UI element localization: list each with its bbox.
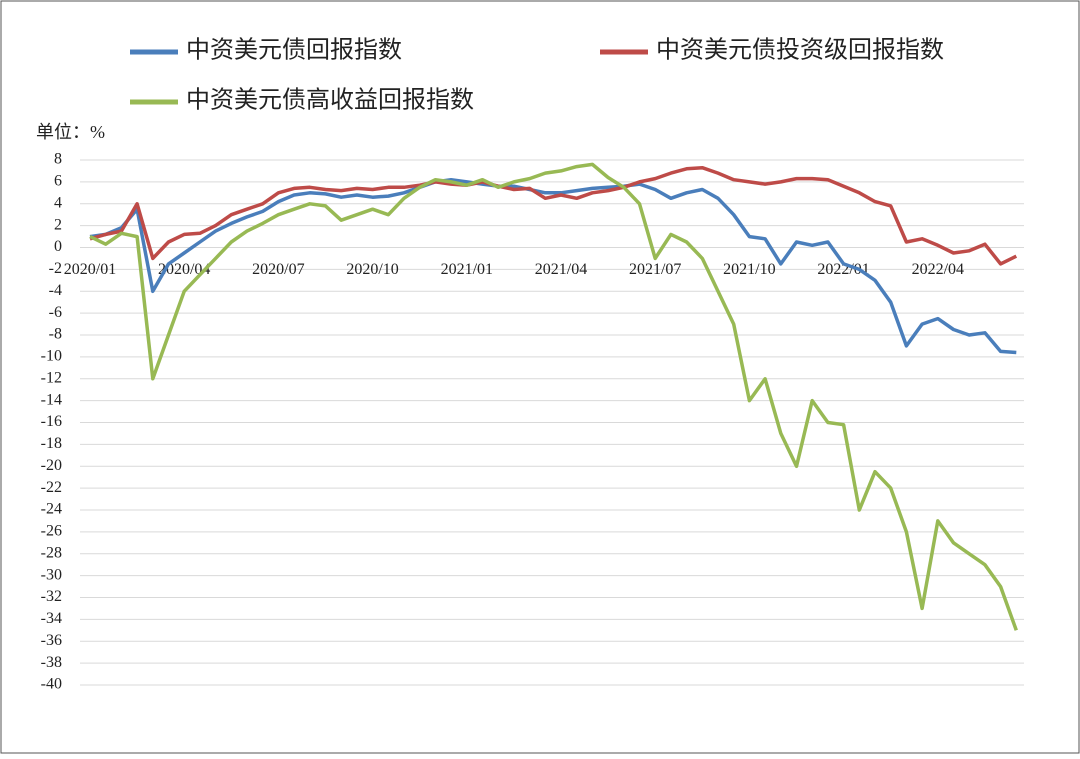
- y-tick-label: -12: [41, 369, 62, 386]
- y-tick-label: -20: [41, 457, 62, 474]
- y-tick-label: 6: [54, 173, 62, 190]
- y-tick-label: 4: [54, 194, 62, 211]
- x-tick-label: 2021/10: [723, 261, 775, 278]
- y-tick-label: -32: [41, 588, 62, 605]
- x-tick-label: 2020/04: [158, 261, 210, 278]
- x-tick-label: 2022/01: [817, 261, 869, 278]
- y-tick-label: -8: [49, 326, 62, 343]
- y-tick-label: -10: [41, 348, 62, 365]
- y-tick-label: -4: [49, 282, 62, 299]
- y-tick-label: -18: [41, 435, 62, 452]
- x-tick-label: 2021/07: [629, 261, 681, 278]
- line-series: [89, 165, 1018, 266]
- y-tick-label: -24: [41, 501, 62, 518]
- x-tick-label: 2020/07: [252, 261, 304, 278]
- x-tick-label: 2020/10: [346, 261, 398, 278]
- legend-label: 中资美元债回报指数: [186, 37, 402, 64]
- y-tick-label: 8: [54, 151, 62, 168]
- y-tick-label: -28: [41, 544, 62, 561]
- line-series: [89, 162, 1018, 631]
- legend-label: 中资美元债高收益回报指数: [186, 87, 474, 114]
- y-tick-label: 0: [54, 238, 62, 255]
- y-tick-label: -2: [49, 260, 62, 277]
- y-tick-label: -38: [41, 654, 62, 671]
- y-tick-label: -6: [49, 304, 62, 321]
- line-series: [89, 177, 1017, 355]
- y-tick-label: -14: [41, 391, 62, 408]
- y-tick-label: -40: [41, 676, 62, 693]
- y-tick-label: 2: [54, 216, 62, 233]
- y-tick-label: -36: [41, 632, 62, 649]
- x-tick-label: 2021/04: [535, 261, 587, 278]
- y-tick-label: -34: [41, 610, 62, 627]
- y-tick-label: -22: [41, 479, 62, 496]
- y-tick-label: -16: [41, 413, 62, 430]
- y-tick-label: -26: [41, 523, 62, 540]
- legend-label: 中资美元债投资级回报指数: [656, 37, 944, 64]
- x-tick-label: 2020/01: [64, 261, 116, 278]
- x-tick-label: 2021/01: [441, 261, 493, 278]
- unit-label: 单位：%: [36, 122, 105, 142]
- y-tick-label: -30: [41, 566, 62, 583]
- x-tick-label: 2022/04: [912, 261, 964, 278]
